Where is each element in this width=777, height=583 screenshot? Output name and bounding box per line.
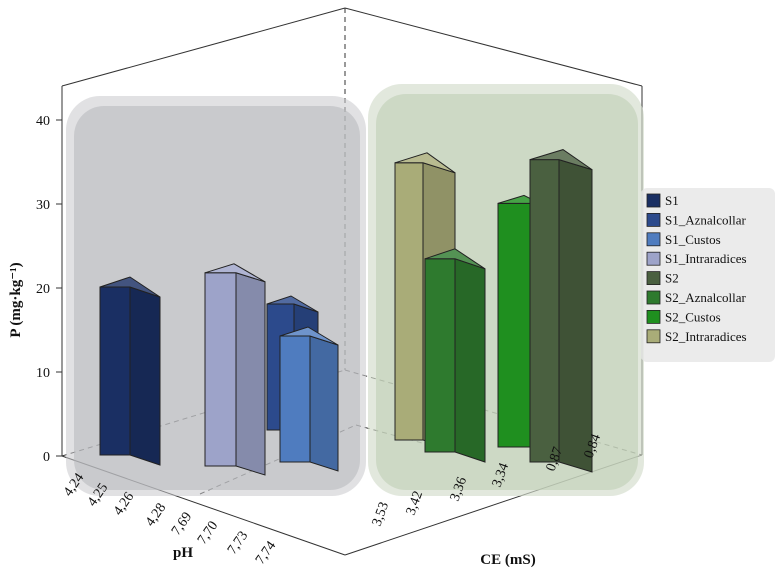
legend-label-s2-custos: S2_Custos (665, 309, 721, 324)
bar-s2-aznalcollar (424, 248, 486, 463)
legend-swatch-s1 (646, 193, 661, 208)
bar-top-s1-aznalcollar (266, 295, 319, 313)
bar-front-s2 (529, 159, 560, 463)
y-tick-label-40: 40 (36, 114, 50, 129)
y-tick-label-30: 30 (36, 198, 50, 213)
x-axis-title: pH (173, 545, 193, 561)
bar-side-s1-custos (309, 335, 339, 472)
z-tick-label-0: 3,53 (370, 500, 392, 528)
y-tick-label-0: 0 (43, 450, 50, 465)
legend-background (641, 188, 775, 362)
legend-label-s1-aznalcollar: S1_Aznalcollar (665, 212, 747, 227)
legend: S1 S1_Aznalcollar S1_Custos S1_Intraradices… (641, 188, 775, 362)
z-axis-title: CE (mS) (480, 552, 535, 568)
bar-s1-custos (279, 326, 339, 472)
x-tick-label-6: 7,73 (225, 529, 251, 558)
bar-front-s1-custos (279, 335, 311, 463)
bar-side-s1-intraradices (235, 272, 266, 476)
legend-swatch-s2 (646, 271, 661, 286)
bar-top-s2-intraradices (394, 152, 456, 174)
legend-label-s1: S1 (665, 193, 679, 208)
frame-edge-top-left (61, 7, 346, 87)
legend-swatch-s1-intraradices (646, 251, 661, 266)
bar-top-s1-intraradices (204, 263, 266, 283)
bar-s1-intraradices (204, 263, 266, 476)
y-axis-ticks: 0 10 20 30 40 (36, 114, 62, 465)
legend-swatch-s1-custos (646, 232, 661, 247)
x-tick-label-7: 7,74 (253, 539, 279, 568)
bar-top-s2-aznalcollar (424, 248, 486, 270)
bar-front-s2-custos (497, 202, 531, 448)
bar-s2 (529, 149, 593, 473)
legend-label-s2: S2 (665, 271, 679, 286)
legend-label-s2-aznalcollar: S2_Aznalcollar (665, 290, 747, 305)
bar-top-s1-custos (279, 326, 339, 346)
legend-label-s2-intraradices: S2_Intraradices (665, 329, 747, 344)
legend-swatch-s2-aznalcollar (646, 290, 661, 305)
bar-s1 (99, 276, 161, 466)
x-tick-label-5: 7,70 (195, 519, 221, 548)
bar-front-s2-intraradices (394, 162, 424, 441)
y-tick-label-20: 20 (36, 282, 50, 297)
legend-swatch-s2-intraradices (646, 329, 661, 344)
legend-swatch-s1-aznalcollar (646, 212, 661, 227)
bars (99, 149, 593, 476)
bar-front-s2-aznalcollar (424, 258, 456, 453)
bar-top-s2 (529, 149, 593, 171)
bar-front-s1 (99, 286, 131, 456)
x-tick-label-4: 7,69 (169, 510, 195, 539)
y-axis-title: P (mg·kg⁻¹) (8, 262, 24, 337)
legend-swatch-s2-custos (646, 309, 661, 324)
bar-side-s2-aznalcollar (454, 258, 486, 463)
legend-label-s1-intraradices: S1_Intraradices (665, 251, 747, 266)
y-tick-label-10: 10 (36, 366, 50, 381)
legend-label-s1-custos: S1_Custos (665, 232, 721, 247)
bar-top-s1 (99, 276, 161, 298)
x-tick-label-3: 4,28 (143, 501, 169, 530)
bar-side-s2 (558, 158, 593, 473)
frame-edge-top-right (344, 7, 643, 87)
bar-front-s1-intraradices (204, 272, 237, 467)
bar-side-s1 (129, 286, 161, 466)
